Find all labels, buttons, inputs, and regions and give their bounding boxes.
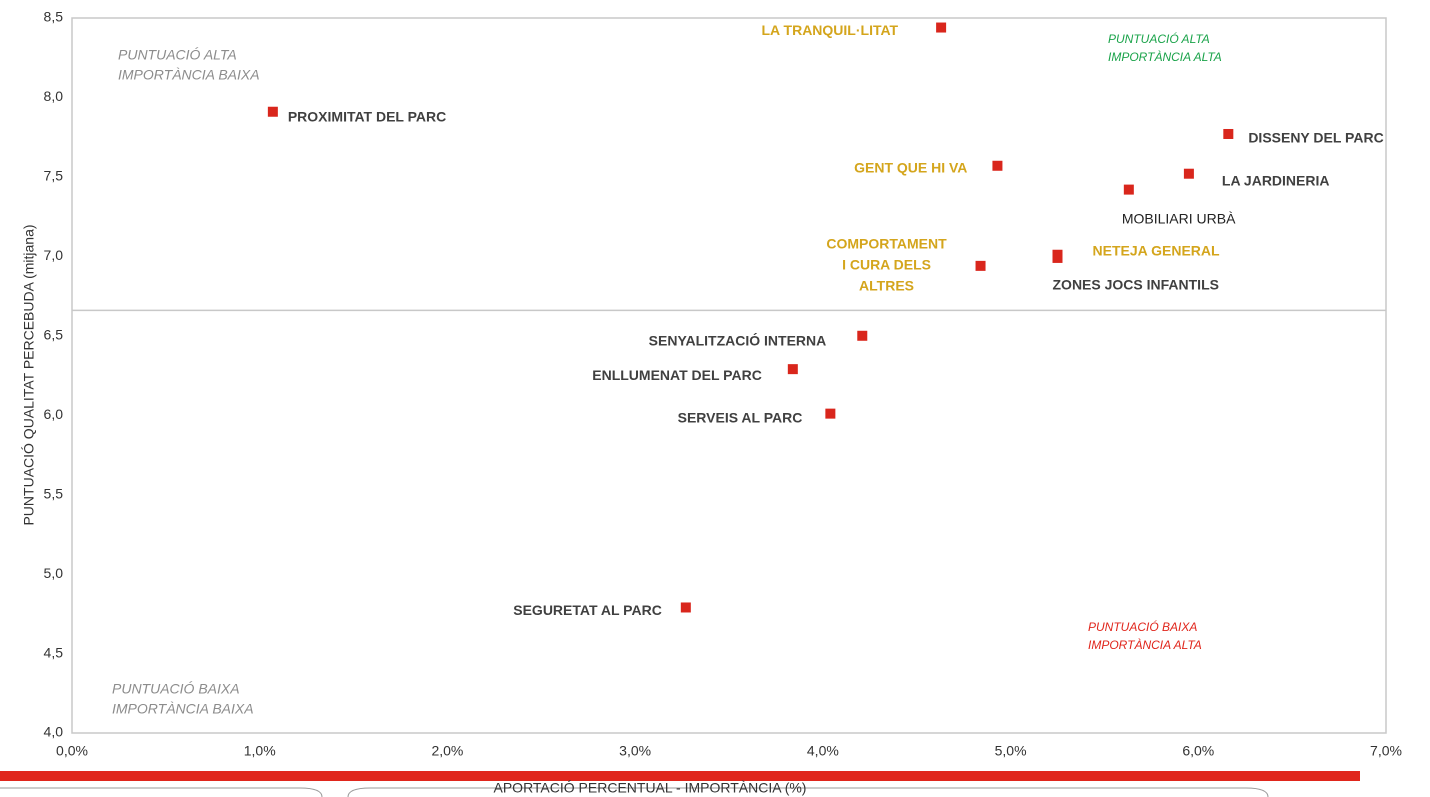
point-label: I CURA DELS — [842, 257, 931, 273]
point-label: ZONES JOCS INFANTILS — [1053, 277, 1219, 293]
x-tick-label: 4,0% — [807, 743, 839, 759]
point — [1052, 252, 1063, 263]
point — [936, 22, 947, 33]
point-label: GENT QUE HI VA — [854, 159, 967, 175]
bottom-shape — [347, 787, 1269, 797]
point — [1183, 168, 1194, 179]
point-label: COMPORTAMENT — [826, 236, 947, 252]
point-label: SERVEIS AL PARC — [678, 409, 803, 425]
quadrant-annotation: IMPORTÀNCIA BAIXA — [112, 701, 254, 717]
y-tick-label: 6,0 — [44, 406, 64, 422]
y-tick-label: 8,0 — [44, 88, 64, 104]
quadrant-annotation: PUNTUACIÓ ALTA — [118, 47, 237, 63]
plot-frame — [71, 17, 1387, 734]
quadrant-annotation: PUNTUACIÓ BAIXA — [112, 681, 240, 697]
x-tick-label: 3,0% — [619, 743, 651, 759]
x-tick-label: 1,0% — [244, 743, 276, 759]
x-tick-label: 6,0% — [1182, 743, 1214, 759]
quadrant-annotation: IMPORTÀNCIA BAIXA — [118, 67, 260, 83]
point-label: LA JARDINERIA — [1222, 172, 1330, 188]
y-tick-label: 5,5 — [44, 485, 64, 501]
point — [825, 408, 836, 419]
y-tick-label: 6,5 — [44, 326, 64, 342]
y-tick-label: 7,5 — [44, 168, 64, 184]
y-tick-label: 8,5 — [44, 9, 64, 25]
red-bar — [0, 771, 1360, 781]
point — [857, 330, 868, 341]
bottom-shape — [0, 787, 323, 797]
point-label: PROXIMITAT DEL PARC — [288, 108, 446, 124]
point-label: LA TRANQUIL·LITAT — [762, 22, 899, 38]
point-label: NETEJA GENERAL — [1093, 242, 1221, 258]
x-tick-label: 2,0% — [431, 743, 463, 759]
y-tick-label: 4,0 — [44, 724, 64, 740]
point-label: DISSENY DEL PARC — [1248, 130, 1383, 146]
point — [1123, 184, 1134, 195]
quadrant-annotation: PUNTUACIÓ ALTA — [1108, 31, 1210, 46]
x-tick-label: 5,0% — [995, 743, 1027, 759]
point-label: SENYALITZACIÓ INTERNA — [649, 331, 827, 348]
y-tick-label: 7,0 — [44, 247, 64, 263]
point-label: SEGURETAT AL PARC — [513, 602, 662, 618]
point — [267, 106, 278, 117]
x-tick-label: 0,0% — [56, 743, 88, 759]
x-axis-title: APORTACIÓ PERCENTUAL - IMPORTÀNCIA (%) — [494, 780, 807, 796]
quadrant-annotation: PUNTUACIÓ BAIXA — [1088, 619, 1197, 634]
y-axis-title: PUNTUACIÓ QUALITAT PERCEBUDA (mitjana) — [21, 224, 37, 525]
y-tick-label: 4,5 — [44, 644, 64, 660]
quadrant-annotation: IMPORTÀNCIA ALTA — [1108, 49, 1222, 64]
point-label: ALTRES — [859, 278, 914, 294]
point — [975, 260, 986, 271]
point-label: MOBILIARI URBÀ — [1122, 210, 1236, 226]
point — [992, 160, 1003, 171]
x-tick-label: 7,0% — [1370, 743, 1402, 759]
point — [680, 602, 691, 613]
quadrant-annotation: IMPORTÀNCIA ALTA — [1088, 637, 1202, 652]
y-tick-label: 5,0 — [44, 565, 64, 581]
point — [1223, 128, 1234, 139]
point-label: ENLLUMENAT DEL PARC — [592, 367, 762, 383]
point — [787, 364, 798, 375]
